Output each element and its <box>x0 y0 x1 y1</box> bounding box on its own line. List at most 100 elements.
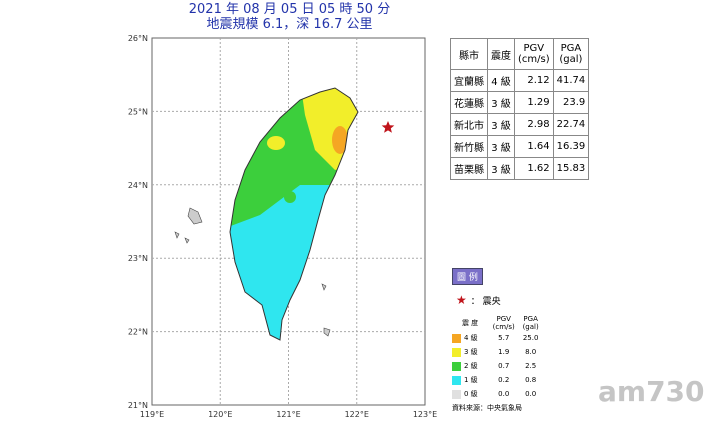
station-table: 縣市 震度 PGV (cm/s) PGA (gal) 宜蘭縣 4 級 2.12 41.74 花蓮縣 3… <box>450 38 590 180</box>
legend-row: 3 級 1.9 8.0 <box>452 345 542 359</box>
table-cell: 1.64 <box>514 135 554 158</box>
legend-pgv: 1.9 <box>498 348 510 356</box>
legend-level-text: 0 級 <box>464 390 478 398</box>
legend-header-text: (cm/s) <box>492 323 515 331</box>
table-cell: 花蓮縣 <box>450 91 488 114</box>
legend-row: 1 級 0.2 0.8 <box>452 373 542 387</box>
legend-level: 2 級 <box>452 359 488 373</box>
legend-swatch <box>452 361 461 371</box>
header-cell: PGV (cm/s) <box>514 38 554 70</box>
header-text: 震度 <box>491 50 511 62</box>
lat-label: 24°N <box>128 181 148 190</box>
title: 2021 年 08 月 05 日 05 時 50 分 地震規模 6.1，深 16… <box>152 2 427 32</box>
legend-row: 2 級 0.7 2.5 <box>452 359 542 373</box>
table-row: 花蓮縣 3 級 1.29 23.9 <box>450 91 590 114</box>
table-cell: 3 級 <box>487 113 515 136</box>
table-cell: 苗栗縣 <box>450 157 488 180</box>
header-cell: PGA (gal) <box>552 38 590 70</box>
legend-level: 3 級 <box>452 345 488 359</box>
legend-epicenter-text: ： 震央 <box>470 297 501 307</box>
table-cell: 22.74 <box>552 113 590 136</box>
legend-title: 圖 例 <box>452 268 483 285</box>
table-cell: 15.83 <box>552 157 590 180</box>
legend-pga: 0.8 <box>525 376 537 384</box>
legend-level-text: 4 級 <box>464 334 478 342</box>
table-cell: 2.98 <box>514 113 554 136</box>
legend-level-text: 1 級 <box>464 376 478 384</box>
table-row: 宜蘭縣 4 級 2.12 41.74 <box>450 69 590 92</box>
legend-row: 0 級 0.0 0.0 <box>452 387 542 401</box>
legend-header-cell: PGA (gal) <box>519 315 542 331</box>
table-cell: 1.62 <box>514 157 554 180</box>
legend-level-text: 2 級 <box>464 362 478 370</box>
table-cell: 3 級 <box>487 135 515 158</box>
legend-header-text: PGV <box>496 315 511 323</box>
legend-pgv: 0.2 <box>498 376 510 384</box>
lon-label: 119°E <box>140 410 164 419</box>
legend-table: 震 度 PGV (cm/s) PGA (gal) 4 級 5.7 25.0 3 級 1.9 8.0 2… <box>452 315 542 401</box>
legend-pgv: 0.0 <box>498 390 510 398</box>
header-text: 縣市 <box>459 50 479 62</box>
table-cell: 新竹縣 <box>450 135 488 158</box>
lon-label: 123°E <box>413 410 437 419</box>
legend-header-text: PGA <box>523 315 538 323</box>
epicenter-star <box>381 121 395 133</box>
legend-header-cell: PGV (cm/s) <box>488 315 519 331</box>
table-cell: 4 級 <box>487 69 515 92</box>
header-cell: 縣市 <box>450 38 488 70</box>
table-cell: 41.74 <box>552 69 590 92</box>
legend-header-text: (gal) <box>522 323 539 331</box>
lat-label: 25°N <box>128 107 148 116</box>
lat-label: 22°N <box>128 328 148 337</box>
lon-label: 122°E <box>345 410 369 419</box>
table-cell: 3 級 <box>487 91 515 114</box>
legend-pga: 0.0 <box>525 390 537 398</box>
legend: 圖 例 ★： 震央震 度 PGV (cm/s) PGA (gal) 4 級 5.7 25.0 3 … <box>452 268 548 413</box>
title-line: 2021 年 08 月 05 日 05 時 50 分 <box>188 2 391 17</box>
legend-level: 0 級 <box>452 387 488 401</box>
legend-swatch <box>452 333 461 343</box>
header-text: PGV <box>523 43 545 54</box>
table-row: 新竹縣 3 級 1.64 16.39 <box>450 135 590 158</box>
legend-level: 4 級 <box>452 331 488 345</box>
lon-label: 120°E <box>208 410 232 419</box>
legend-header-cell: 震 度 <box>461 319 479 327</box>
table-cell: 宜蘭縣 <box>450 69 488 92</box>
legend-star: ★ <box>456 293 467 307</box>
table-row: 苗栗縣 3 級 1.62 15.83 <box>450 157 590 180</box>
header-text: (cm/s) <box>518 54 550 65</box>
lat-label: 23°N <box>128 254 148 263</box>
table-cell: 新北市 <box>450 113 488 136</box>
header-cell: 震度 <box>487 38 515 70</box>
table-row: 新北市 3 級 2.98 22.74 <box>450 113 590 136</box>
table-cell: 2.12 <box>514 69 554 92</box>
legend-level: 1 級 <box>452 373 488 387</box>
lat-label: 21°N <box>128 401 148 410</box>
title-line: 地震規模 6.1，深 16.7 公里 <box>206 17 373 32</box>
legend-epicenter: ★： 震央 <box>456 293 548 307</box>
legend-pga: 2.5 <box>525 362 537 370</box>
legend-swatch <box>452 347 461 357</box>
header-row: 縣市 震度 PGV (cm/s) PGA (gal) <box>450 38 590 70</box>
legend-swatch <box>452 375 461 385</box>
header-text: (gal) <box>559 54 583 65</box>
islands <box>174 207 331 337</box>
table-cell: 23.9 <box>552 91 590 114</box>
legend-level-text: 3 級 <box>464 348 478 356</box>
table-cell: 3 級 <box>487 157 515 180</box>
lat-label: 26°N <box>128 34 148 43</box>
watermark: am730 <box>598 375 704 408</box>
legend-pga: 8.0 <box>525 348 537 356</box>
legend-swatch <box>452 389 461 399</box>
legend-pga: 25.0 <box>522 334 539 342</box>
lon-label: 121°E <box>276 410 300 419</box>
legend-pgv: 5.7 <box>498 334 510 342</box>
legend-source: 資料來源：中央氣象局 <box>452 404 522 412</box>
legend-pgv: 0.7 <box>498 362 510 370</box>
legend-header: 震 度 PGV (cm/s) PGA (gal) <box>452 315 542 331</box>
table-cell: 16.39 <box>552 135 590 158</box>
header-text: PGA <box>560 43 582 54</box>
table-cell: 1.29 <box>514 91 554 114</box>
